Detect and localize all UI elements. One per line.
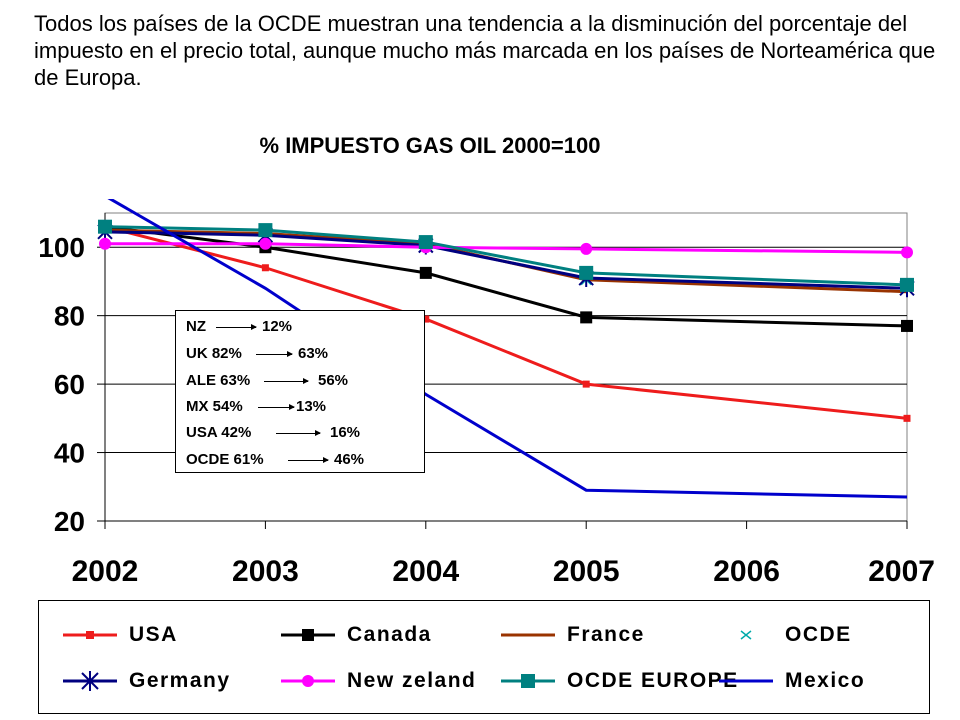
tax-change-note: NZ 12% UK 82% 63% ALE 63% 56% MX 54% 13%… bbox=[175, 310, 425, 473]
data-point-canada bbox=[580, 311, 593, 324]
y-tick-label: 100 bbox=[38, 232, 85, 263]
note-before: USA 42% bbox=[186, 424, 252, 441]
x-tick-label: 2007 bbox=[868, 555, 935, 588]
legend-marker-canada bbox=[281, 629, 335, 641]
chart-legend: USA Canada France OCDE Germany New zelan… bbox=[38, 600, 930, 714]
note-before: MX 54% bbox=[186, 398, 243, 415]
chart-title: % IMPUESTO GAS OIL 2000=100 bbox=[259, 133, 601, 158]
legend-label: Canada bbox=[347, 623, 432, 646]
x-tick-label: 2006 bbox=[713, 555, 780, 588]
note-after: 12% bbox=[262, 318, 293, 335]
data-point-canada bbox=[419, 266, 432, 279]
y-tick-label: 80 bbox=[54, 301, 85, 332]
data-point-ocde-europe bbox=[258, 223, 273, 238]
note-after: 46% bbox=[334, 451, 365, 468]
legend-label: Germany bbox=[129, 669, 231, 692]
note-after: 63% bbox=[298, 345, 329, 362]
note-before: NZ bbox=[186, 318, 206, 335]
x-tick-label: 2003 bbox=[232, 555, 299, 588]
data-point-new-zeland bbox=[901, 246, 913, 259]
arrow-icon bbox=[288, 457, 329, 463]
x-tick-label: 2005 bbox=[553, 555, 620, 588]
data-point-ocde-europe bbox=[98, 219, 112, 234]
series-line-new-zeland bbox=[105, 242, 908, 254]
note-after: 13% bbox=[296, 398, 327, 415]
y-tick-label: 60 bbox=[54, 369, 85, 400]
legend-item-canada: Canada bbox=[277, 621, 492, 651]
legend-label: France bbox=[567, 623, 645, 646]
note-row: ALE 63% 56% bbox=[186, 372, 416, 390]
data-point-new-zeland bbox=[99, 237, 111, 250]
legend-label: New zeland bbox=[347, 669, 477, 692]
arrow-icon bbox=[258, 404, 295, 410]
arrow-icon bbox=[264, 378, 309, 384]
legend-label: OCDE EUROPE bbox=[567, 669, 739, 692]
note-before: OCDE 61% bbox=[186, 451, 264, 468]
line-chart: 20 40 60 80 100 2002 2003 2004 2005 2006 2007 bbox=[38, 199, 935, 588]
series-line-mexico bbox=[107, 199, 908, 499]
data-point-usa bbox=[582, 380, 590, 388]
note-before: UK 82% bbox=[186, 345, 242, 362]
arrow-icon bbox=[256, 351, 293, 357]
legend-marker-france bbox=[501, 633, 555, 637]
data-point-ocde-europe bbox=[418, 235, 433, 250]
data-point-new-zeland bbox=[580, 242, 593, 255]
legend-item-mexico: Mexico bbox=[715, 667, 930, 697]
legend-marker-new-zeland bbox=[281, 675, 335, 687]
data-point-usa bbox=[422, 315, 430, 323]
x-tick-label: 2002 bbox=[72, 555, 139, 588]
legend-item-usa: USA bbox=[59, 621, 274, 651]
y-tick-label: 40 bbox=[54, 438, 85, 469]
legend-marker-ocde-europe bbox=[501, 674, 555, 688]
data-point-new-zeland bbox=[259, 237, 272, 250]
data-point-usa bbox=[261, 264, 269, 272]
note-after: 16% bbox=[330, 424, 361, 441]
x-tick-label: 2004 bbox=[392, 555, 459, 588]
note-before: ALE 63% bbox=[186, 372, 251, 389]
note-row: NZ 12% bbox=[186, 318, 416, 336]
note-row: UK 82% 63% bbox=[186, 345, 416, 363]
data-point-ocde-europe bbox=[579, 265, 594, 280]
y-tick-label: 20 bbox=[54, 506, 85, 537]
legend-item-ocde-europe: OCDE EUROPE bbox=[497, 667, 737, 697]
legend-label: OCDE bbox=[785, 623, 852, 646]
legend-marker-usa bbox=[63, 631, 117, 639]
legend-marker-ocde bbox=[740, 630, 752, 640]
legend-label: Mexico bbox=[785, 669, 866, 692]
legend-item-france: France bbox=[497, 621, 712, 651]
legend-label: USA bbox=[129, 623, 178, 646]
data-point-ocde-europe bbox=[900, 277, 914, 292]
legend-item-new-zeland: New zeland bbox=[277, 667, 492, 697]
legend-marker-mexico bbox=[719, 679, 773, 683]
note-row: MX 54% 13% bbox=[186, 398, 416, 416]
legend-marker-germany bbox=[63, 671, 117, 691]
arrow-icon bbox=[276, 430, 321, 436]
data-point-canada bbox=[901, 319, 913, 332]
note-after: 56% bbox=[318, 372, 349, 389]
intro-text: Todos los países de la OCDE muestran una… bbox=[34, 11, 936, 90]
note-row: OCDE 61% 46% bbox=[186, 451, 416, 469]
data-point-usa bbox=[903, 414, 911, 422]
legend-item-germany: Germany bbox=[59, 667, 274, 697]
note-row: USA 42% 16% bbox=[186, 424, 416, 442]
legend-item-ocde: OCDE bbox=[715, 621, 930, 651]
arrow-icon bbox=[216, 324, 257, 330]
